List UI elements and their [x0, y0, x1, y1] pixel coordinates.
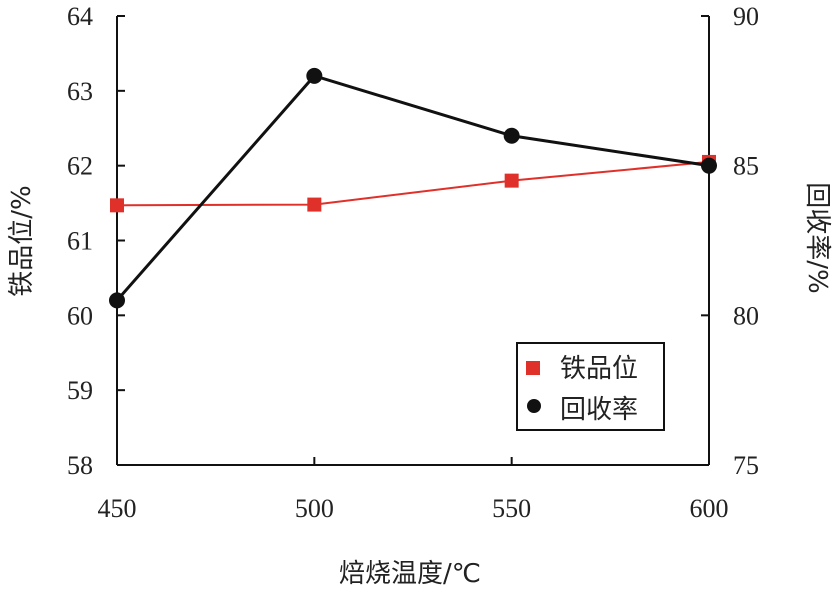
- legend-label-recovery: 回收率: [560, 395, 638, 425]
- x-tick-label: 600: [690, 494, 729, 523]
- y-right-axis-title: 回收率/%: [802, 182, 832, 293]
- series-line-1: [116, 160, 710, 207]
- y-left-tick-label: 63: [67, 77, 93, 106]
- y-left-tick-label: 61: [67, 227, 93, 256]
- legend: 铁品位 回收率: [516, 342, 665, 431]
- y-right-tick-label: 80: [733, 301, 759, 330]
- data-point-square: [110, 198, 124, 213]
- data-point-circle: [306, 67, 323, 84]
- y-left-tick-label: 58: [67, 451, 93, 480]
- x-tick-label: 450: [98, 494, 137, 523]
- series-line-2: [115, 74, 710, 302]
- legend-marker-square: [526, 361, 540, 375]
- legend-marker-circle: [527, 399, 541, 413]
- x-tick-label: 550: [492, 494, 531, 523]
- y-left-tick-label: 59: [67, 376, 93, 405]
- y-left-tick-label: 60: [67, 301, 93, 330]
- legend-box: [516, 342, 665, 431]
- series-layer: [109, 67, 717, 309]
- legend-label-iron-grade: 铁品位: [560, 354, 638, 384]
- y-right-tick-label: 85: [733, 152, 759, 181]
- y-left-tick-label: 64: [67, 2, 93, 31]
- y-right-tick-label: 75: [733, 451, 759, 480]
- x-axis-title: 焙烧温度/℃: [339, 559, 481, 589]
- data-point-square: [504, 173, 519, 188]
- data-point-circle: [701, 157, 717, 174]
- y-left-tick-label: 62: [67, 152, 93, 181]
- y-left-axis-title: 铁品位/%: [7, 185, 37, 296]
- data-point-circle: [503, 127, 520, 144]
- ticks: 450 500 550 600 58 59 60 61 62 63 64 75 80 85 90: [67, 2, 759, 523]
- y-right-tick-label: 90: [733, 2, 759, 31]
- data-point-square: [307, 197, 322, 212]
- x-tick-label: 500: [295, 494, 334, 523]
- data-point-circle: [109, 292, 125, 309]
